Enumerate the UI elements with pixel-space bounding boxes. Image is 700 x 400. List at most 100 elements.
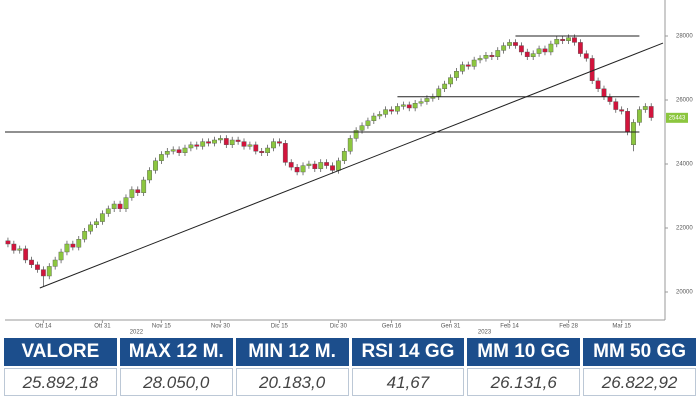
candle-body bbox=[64, 243, 70, 253]
candle-body bbox=[153, 160, 158, 171]
candle-body bbox=[365, 120, 371, 126]
x-tick-label: Nov 15 bbox=[152, 324, 172, 330]
candle-body bbox=[141, 179, 147, 194]
candle-body bbox=[235, 139, 241, 142]
candle-body bbox=[247, 144, 253, 147]
candle-body bbox=[395, 106, 400, 112]
candle-body bbox=[200, 141, 206, 147]
table-cell: 20.183,0 bbox=[235, 368, 349, 396]
candle-body bbox=[259, 150, 265, 153]
x-year-label: 2023 bbox=[478, 330, 492, 336]
candle-body bbox=[194, 144, 200, 147]
candle-body bbox=[530, 53, 536, 57]
candle-body bbox=[330, 165, 335, 171]
candle-body bbox=[40, 269, 46, 277]
trend-line bbox=[39, 42, 664, 289]
candle-body bbox=[23, 248, 29, 261]
candle-body bbox=[560, 39, 566, 42]
candle-body bbox=[277, 141, 282, 144]
candle-body bbox=[613, 101, 619, 110]
candle-body bbox=[424, 98, 430, 102]
candle-body bbox=[524, 51, 530, 58]
x-tick-label: Gen 16 bbox=[382, 324, 402, 330]
candle-body bbox=[182, 147, 188, 154]
candle-body bbox=[583, 53, 589, 59]
candle-body bbox=[442, 83, 448, 89]
candle-body bbox=[548, 43, 554, 53]
table-header: MM 10 GG bbox=[467, 338, 581, 366]
candle-body bbox=[5, 240, 11, 245]
plot-area bbox=[5, 0, 665, 320]
candle-body bbox=[542, 48, 548, 53]
candle-body bbox=[253, 144, 259, 152]
table-cell: 26.131,6 bbox=[467, 368, 581, 396]
candle-body bbox=[507, 42, 512, 46]
x-tick-label: Dic 30 bbox=[330, 324, 348, 330]
candle-body bbox=[271, 141, 276, 149]
candle-body bbox=[217, 138, 223, 141]
x-tick-label: Feb 28 bbox=[559, 324, 578, 330]
candle-body bbox=[577, 42, 583, 54]
candle-body bbox=[501, 45, 507, 51]
candle-body bbox=[589, 58, 595, 82]
candle-body bbox=[82, 230, 88, 240]
candle-body bbox=[454, 70, 459, 78]
candle-body bbox=[631, 122, 636, 146]
candle-body bbox=[648, 106, 654, 118]
candle-body bbox=[448, 77, 453, 85]
candle-body bbox=[123, 197, 129, 210]
candle-body bbox=[300, 165, 306, 173]
candle-body bbox=[642, 106, 648, 110]
candle-body bbox=[58, 251, 64, 261]
table-cell: 28.050,0 bbox=[119, 368, 233, 396]
table-cell: 25.892,18 bbox=[4, 368, 117, 396]
table-header: RSI 14 GG bbox=[351, 338, 465, 366]
candle-body bbox=[477, 58, 483, 61]
candle-body bbox=[336, 160, 341, 171]
candle-body bbox=[176, 149, 182, 154]
x-tick-label: Dic 15 bbox=[271, 324, 289, 330]
candle-body bbox=[223, 138, 229, 145]
candle-body bbox=[619, 109, 625, 112]
candle-body bbox=[76, 238, 82, 248]
candle-body bbox=[29, 259, 34, 266]
candle-body bbox=[471, 59, 477, 67]
candle-body bbox=[554, 39, 560, 45]
candle-body bbox=[35, 264, 40, 270]
candle-body bbox=[212, 139, 217, 144]
candle-body bbox=[206, 141, 211, 144]
y-tick-label: 20000 bbox=[676, 290, 693, 296]
y-tick-label: 26000 bbox=[676, 98, 693, 104]
candle-body bbox=[465, 64, 471, 67]
candle-body bbox=[513, 42, 518, 46]
table-header: MM 50 GG bbox=[583, 338, 696, 366]
candle-body bbox=[70, 243, 76, 248]
candle-body bbox=[625, 110, 630, 133]
candle-body bbox=[117, 203, 123, 210]
candle-body bbox=[341, 150, 347, 161]
x-year-label: 2022 bbox=[130, 330, 144, 336]
candle-body bbox=[436, 88, 442, 98]
table-header: MIN 12 M. bbox=[235, 338, 349, 366]
table-cell: 41,67 bbox=[351, 368, 465, 396]
x-tick-label: Feb 14 bbox=[500, 324, 519, 330]
y-tick-label: 28000 bbox=[676, 34, 693, 40]
x-tick-label: Mar 15 bbox=[612, 324, 631, 330]
candle-body bbox=[566, 37, 571, 41]
candle-body bbox=[572, 37, 577, 43]
table-header: MAX 12 M. bbox=[119, 338, 233, 366]
candle-body bbox=[17, 248, 23, 251]
candle-body bbox=[483, 55, 489, 59]
candle-body bbox=[371, 115, 377, 121]
candle-body bbox=[294, 166, 300, 173]
candle-body bbox=[636, 109, 642, 123]
candle-body bbox=[412, 102, 418, 109]
x-tick-label: Nov 30 bbox=[211, 324, 231, 330]
candle-body bbox=[353, 130, 359, 139]
candle-body bbox=[595, 80, 601, 90]
table-cell: 26.822,92 bbox=[583, 368, 696, 396]
candle-body bbox=[288, 162, 294, 168]
candle-body bbox=[282, 142, 288, 163]
candle-body bbox=[52, 259, 58, 267]
candle-body bbox=[241, 141, 247, 147]
